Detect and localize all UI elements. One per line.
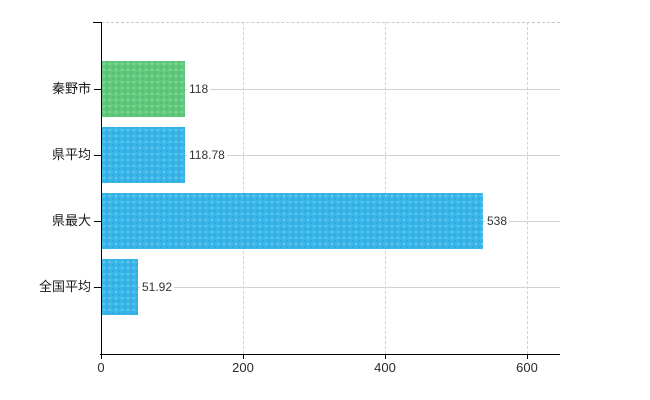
y-axis-tick — [94, 89, 101, 90]
bar-pref-avg — [101, 127, 185, 183]
bar-value-label: 118.78 — [187, 147, 227, 163]
category-label: 県平均 — [51, 147, 91, 162]
bar-hadano — [101, 61, 185, 117]
y-axis-tick — [94, 221, 101, 222]
y-axis-line — [101, 22, 102, 354]
x-tick-label: 0 — [97, 360, 105, 375]
v-gridline — [385, 22, 386, 354]
category-label: 県最大 — [51, 213, 91, 228]
v-gridline — [243, 22, 244, 354]
x-tick-label: 400 — [374, 360, 396, 375]
y-axis-tick — [94, 155, 101, 156]
category-label: 全国平均 — [38, 279, 91, 294]
v-gridline — [527, 22, 528, 354]
bar-national-avg — [101, 259, 138, 315]
x-axis-tick — [385, 354, 386, 359]
x-axis-line — [100, 354, 560, 355]
y-axis-top-tick — [93, 22, 101, 23]
x-tick-label: 600 — [516, 360, 538, 375]
x-tick-label: 200 — [232, 360, 254, 375]
h-gridline — [101, 287, 560, 288]
x-axis-tick — [101, 354, 102, 359]
bar-value-label: 118 — [187, 81, 211, 97]
x-axis-tick — [243, 354, 244, 359]
plot-top-border — [101, 22, 560, 23]
y-axis-tick — [94, 287, 101, 288]
bar-value-label: 538 — [485, 213, 510, 229]
bar-pref-max — [101, 193, 483, 249]
h-gridline — [101, 89, 560, 90]
category-label: 秦野市 — [51, 81, 91, 96]
bar-value-label: 51.92 — [140, 279, 175, 295]
x-axis-tick — [527, 354, 528, 359]
h-gridline — [101, 155, 560, 156]
